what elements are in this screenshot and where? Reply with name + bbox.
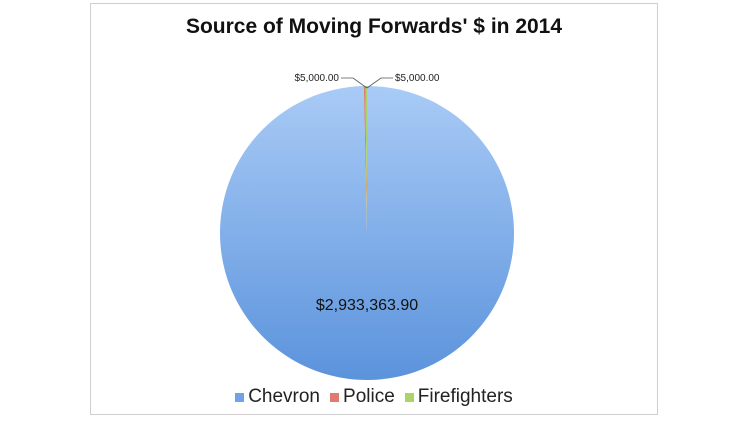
pie-slice-chevron xyxy=(220,86,515,380)
legend-label-chevron: Chevron xyxy=(248,386,321,407)
legend-swatch-firefighters xyxy=(404,392,414,402)
chart-frame: Source of Moving Forwards' $ in 2014 $2,… xyxy=(90,3,658,415)
pie-slice-police xyxy=(363,86,367,233)
legend-swatch-chevron xyxy=(235,392,245,402)
leader-line-police xyxy=(341,77,368,89)
data-label-firefighters: $5,000.00 xyxy=(395,73,440,84)
legend-item-police: Police xyxy=(330,386,395,408)
data-label-police: $5,000.00 xyxy=(295,73,340,84)
legend-swatch-police xyxy=(330,392,340,402)
pie-chart: $2,933,363.90 $5,000.00 $5,000.00 xyxy=(220,73,515,380)
leader-line-firefighters xyxy=(366,77,393,89)
pie-slice-firefighters xyxy=(365,86,367,233)
data-label-chevron: $2,933,363.90 xyxy=(316,297,418,314)
legend-item-firefighters: Firefighters xyxy=(404,386,513,408)
chart-title: Source of Moving Forwards' $ in 2014 xyxy=(185,15,563,38)
legend: Chevron Police Firefighters xyxy=(91,386,657,408)
legend-label-firefighters: Firefighters xyxy=(417,386,513,407)
legend-label-police: Police xyxy=(343,386,395,407)
legend-item-chevron: Chevron xyxy=(235,386,320,408)
